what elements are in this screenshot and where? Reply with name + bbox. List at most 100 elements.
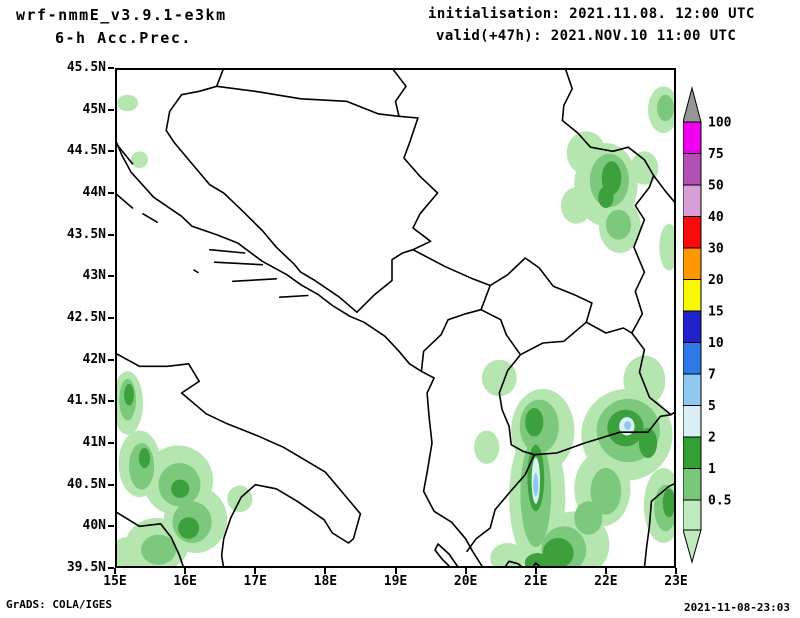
lat-tick-mark (108, 275, 114, 278)
colorbar-level-label: 15 (708, 305, 724, 320)
lat-tick-label: 45N (82, 101, 106, 117)
coastline-greece-aegean (643, 482, 677, 569)
product-title: 6-h Acc.Prec. (55, 29, 192, 47)
lat-tick-mark (108, 358, 114, 361)
precip-shaded-area (630, 151, 659, 185)
lon-tick-label: 19E (383, 574, 408, 589)
coastline-adriatic-east (114, 138, 484, 569)
lon-tick-mark (184, 568, 187, 574)
precip-shaded-area (533, 473, 539, 497)
lon-tick-mark (114, 568, 116, 574)
run-info-block: initialisation: 2021.11.08. 12:00 UTC va… (428, 6, 755, 44)
dalmatian-islands (114, 143, 309, 298)
lon-tick-label: 16E (173, 574, 197, 589)
colorbar-segment (682, 184, 702, 217)
colorbar-level-label: 10 (708, 336, 724, 351)
map-plot (110, 67, 684, 579)
colorbar-segment (682, 121, 702, 154)
colorbar-segment (682, 499, 702, 531)
lat-tick-mark (108, 192, 114, 194)
border-bosnia-serbia-drina (403, 117, 439, 251)
colorbar-segment (682, 373, 702, 406)
colorbar: 100 75 50 40 30 20 15 10 7 5 2 1 0.5 (682, 86, 773, 590)
grads-credit: GrADS: COLA/IGES (6, 598, 112, 611)
border-croatia-serbia (391, 67, 407, 118)
precip-shaded-area (561, 187, 592, 224)
precip-shaded-area (574, 501, 603, 535)
lat-tick-mark (108, 150, 114, 153)
precip-shaded-area (117, 94, 139, 112)
lat-tick-label: 40N (82, 518, 106, 534)
lat-tick-mark (108, 525, 114, 528)
lat-tick-label: 40.5N (66, 476, 106, 492)
map-frame (115, 68, 676, 568)
precip-shaded-area (623, 355, 666, 406)
coastline-italy-adriatic (114, 352, 362, 569)
colorbar-segment (682, 279, 702, 312)
precip-shaded-area (131, 151, 148, 168)
lat-tick-mark (108, 442, 114, 444)
colorbar-level-label: 2 (708, 431, 716, 446)
border-croatia-bosnia (165, 67, 358, 313)
border-sava-north-bosnia (215, 85, 419, 119)
precip-shaded-area (624, 421, 632, 430)
border-macedonia-bulgaria (631, 332, 672, 416)
lon-tick-label: 17E (243, 574, 267, 589)
precip-shaded-area (525, 408, 544, 437)
colorbar-level-label: 7 (708, 368, 716, 383)
lat-tick-mark (108, 108, 114, 111)
border-serbia-bulgaria (631, 174, 655, 334)
lat-tick-label: 43.5N (66, 226, 106, 242)
border-montenegro-bosnia (356, 248, 414, 313)
lat-tick-label: 42N (82, 351, 106, 367)
precip-shaded-area (171, 479, 190, 498)
colorbar-level-label: 100 (708, 116, 732, 131)
lon-tick-mark (464, 568, 467, 574)
lat-tick-label: 41N (82, 435, 106, 450)
colorbar-segment (682, 247, 702, 280)
lat-tick-mark (108, 567, 114, 569)
precipitation-shading-layer (110, 86, 684, 579)
precip-shaded-area (124, 383, 134, 406)
lat-tick-mark (108, 483, 114, 486)
border-montenegro-albania (420, 308, 482, 373)
lat-tick-label: 43N (82, 268, 106, 284)
border-albania-greece (466, 453, 536, 553)
map-area (110, 67, 684, 579)
precip-shaded-area (598, 186, 614, 208)
precip-shaded-area (138, 448, 151, 468)
lat-tick-label: 41.5N (66, 393, 106, 409)
lon-tick-label: 21E (524, 574, 548, 589)
lat-tick-mark (108, 233, 114, 236)
border-albania-macedonia (498, 353, 536, 456)
valid-time-line: valid(+47h): 2021.NOV.10 11:00 UTC (436, 28, 737, 44)
precip-shaded-area (659, 223, 679, 271)
initialisation-line: initialisation: 2021.11.08. 12:00 UTC (428, 6, 755, 22)
precip-shaded-area (662, 488, 676, 518)
coastline-italy-tyrrhenian (114, 510, 185, 569)
lon-tick-label: 22E (594, 574, 618, 589)
lon-tick-mark (604, 568, 607, 574)
precip-shaded-area (638, 428, 658, 458)
lat-tick-mark (108, 317, 114, 319)
colorbar-level-label: 50 (708, 179, 724, 194)
creation-timestamp: 2021-11-08-23:03 (684, 601, 790, 614)
colorbar-segment (682, 436, 702, 469)
colorbar-segment (682, 153, 702, 186)
precip-shaded-area (657, 94, 674, 122)
colorbar-level-label: 5 (708, 399, 716, 414)
map-boundaries (114, 67, 677, 569)
precip-shaded-area (601, 161, 622, 195)
lat-tick-label: 42.5N (66, 310, 106, 325)
lon-tick-label: 23E (664, 574, 688, 589)
precip-shaded-area (490, 543, 526, 573)
colorbar-level-label: 30 (708, 242, 724, 257)
colorbar-segment (682, 216, 702, 249)
colorbar-level-label: 0.5 (708, 494, 731, 509)
colorbar-top-arrow (682, 86, 702, 123)
lat-tick-label: 44.5N (66, 143, 106, 159)
lat-tick-label: 45.5N (66, 60, 106, 75)
precip-shaded-area (474, 430, 500, 464)
lon-tick-mark (394, 568, 397, 574)
